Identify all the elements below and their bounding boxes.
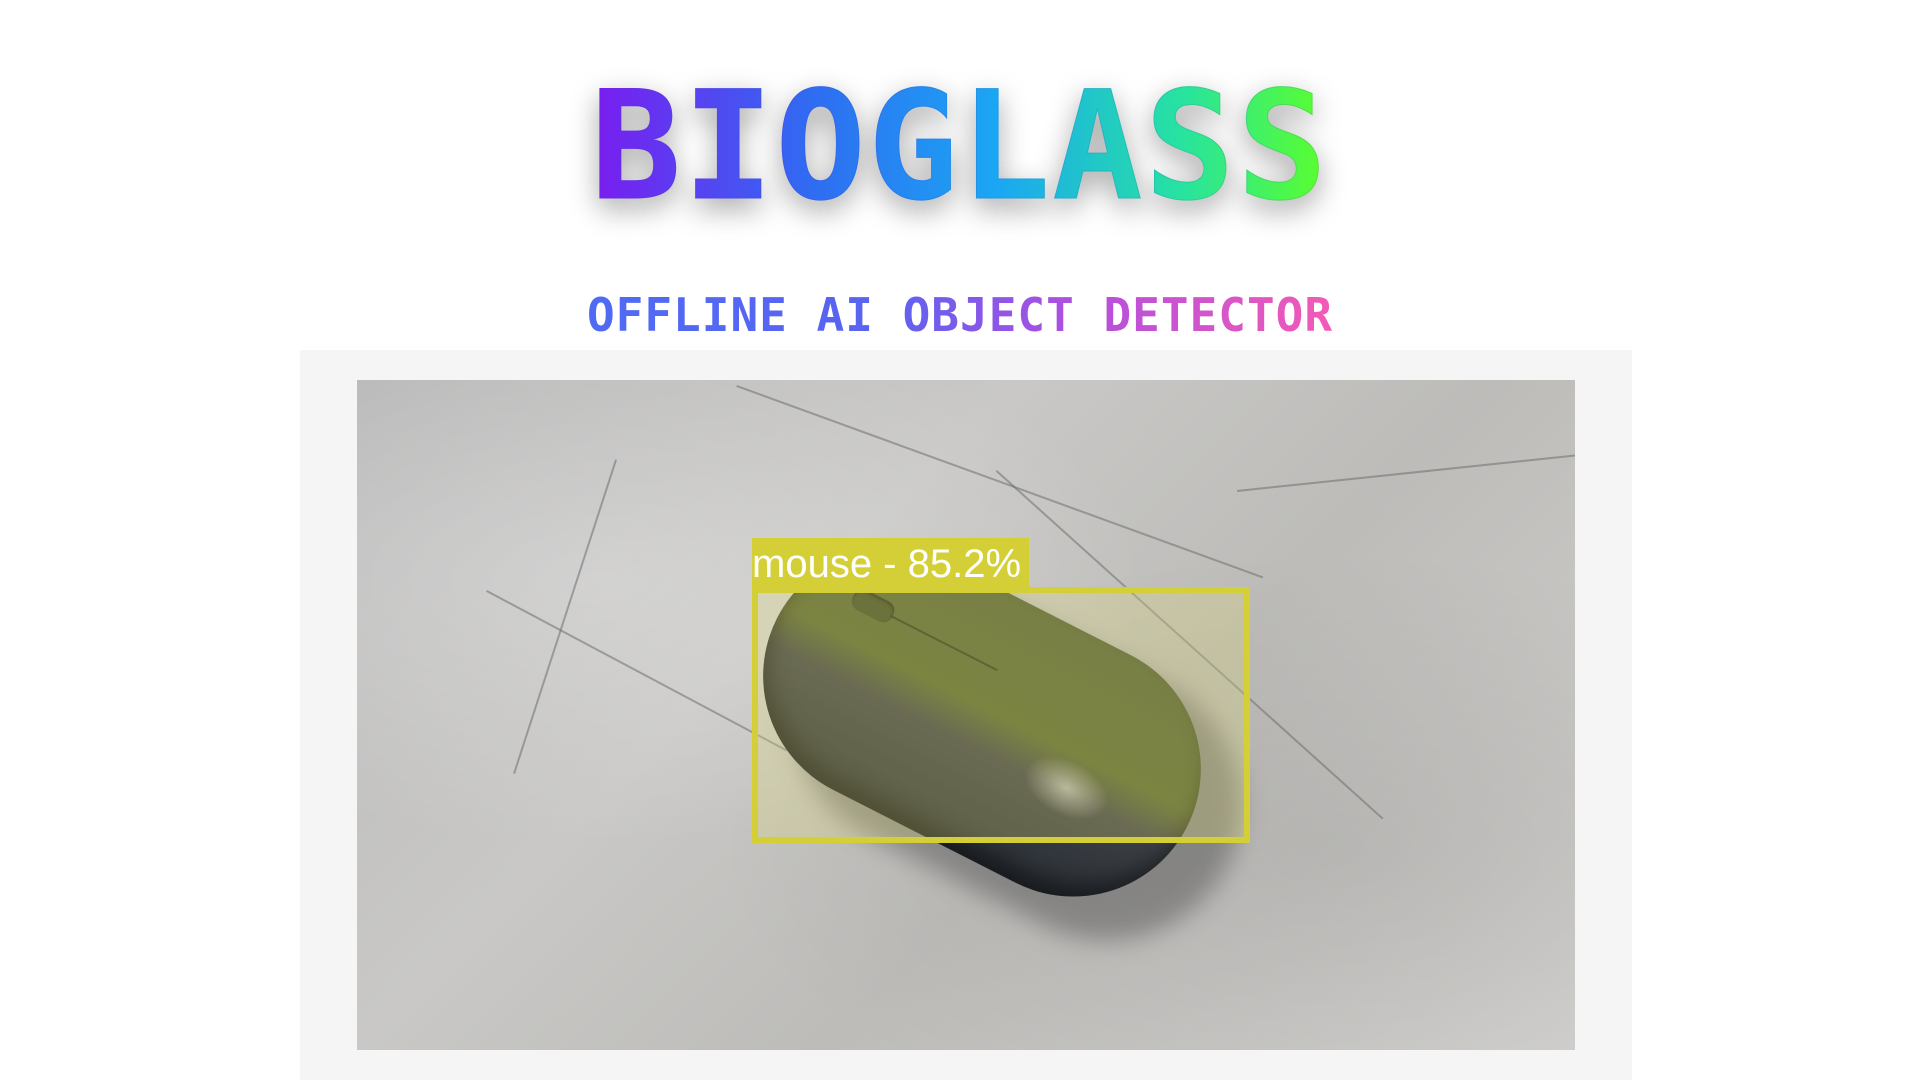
floor-crack bbox=[1237, 454, 1575, 492]
detection-bounding-box bbox=[752, 587, 1250, 843]
app-logo-title: BIOGLASS bbox=[0, 60, 1920, 234]
app-subtitle-text: OFFLINE AI OBJECT DETECTOR bbox=[586, 288, 1334, 342]
app-title-text: BIOGLASS bbox=[590, 60, 1330, 234]
app-subtitle: OFFLINE AI OBJECT DETECTOR bbox=[0, 285, 1920, 345]
floor-crack bbox=[513, 459, 617, 774]
floor-crack bbox=[486, 590, 788, 752]
detection-label: mouse - 85.2% bbox=[752, 538, 1030, 590]
camera-feed[interactable]: mouse - 85.2% bbox=[357, 380, 1575, 1050]
